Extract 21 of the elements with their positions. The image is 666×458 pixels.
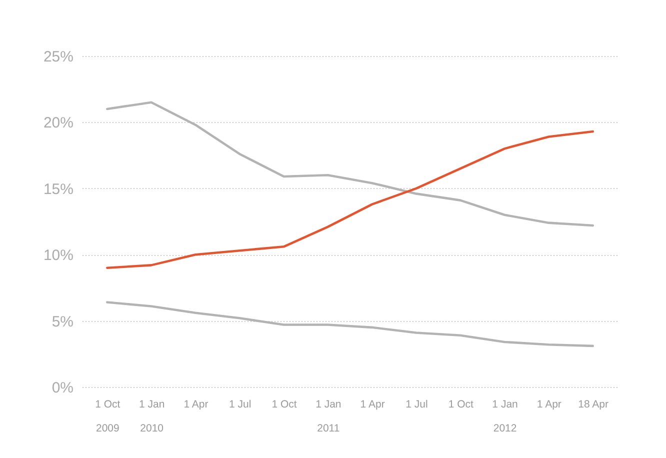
x-tick-label: 1 Apr [360,398,386,410]
y-tick-label: 10% [43,247,74,264]
x-tick-label: 1 Jan 2010 [138,398,165,434]
x-tick-label: 1 Jan 2012 [492,398,518,434]
y-tick-label: 5% [52,313,74,330]
x-tick-label: 1 Jan 2011 [316,398,342,434]
line-series [106,101,594,227]
y-tick-label: 20% [43,114,74,132]
x-tick-label: 1 Apr [536,398,562,410]
x-tick-label: 18 Apr [578,398,610,410]
y-tick-label: 0% [52,380,74,396]
x-tick-label: 1 Jul [406,398,428,410]
line-series [106,130,594,269]
x-tick-label: 1 Apr [184,398,209,410]
x-tick-label: 1 Jul [229,398,252,410]
y-tick-label: 25% [43,48,74,66]
x-tick-label: 1 Oct [448,398,474,410]
x-tick-label: 1 Oct [272,398,297,410]
x-tick-label: 1 Oct 2009 [95,398,120,434]
y-tick-label: 15% [43,180,74,198]
line-series [106,301,594,348]
